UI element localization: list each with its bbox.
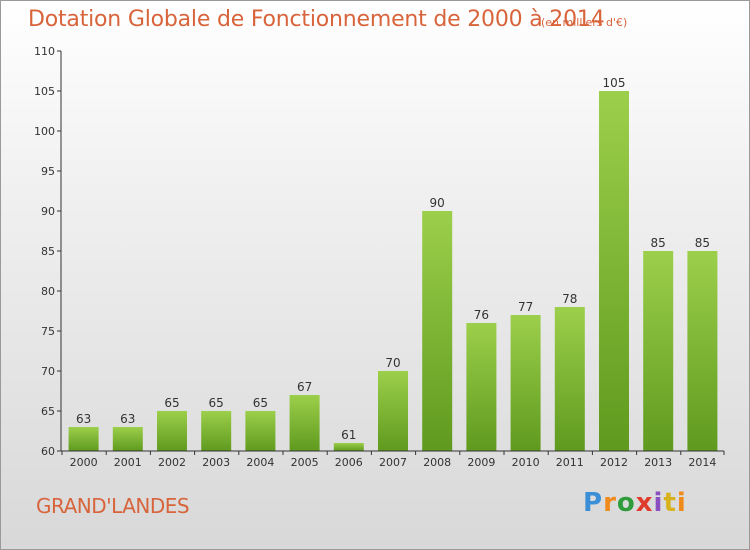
bar-2011 bbox=[554, 307, 585, 451]
x-tick-label-2006: 2006 bbox=[335, 456, 363, 469]
data-label-2009: 76 bbox=[474, 308, 489, 322]
y-tick-label-110: 110 bbox=[34, 45, 55, 58]
x-tick-label-2005: 2005 bbox=[291, 456, 319, 469]
x-tick-label-2011: 2011 bbox=[556, 456, 584, 469]
bar-2014 bbox=[687, 251, 718, 451]
bar-2006 bbox=[333, 443, 364, 451]
data-label-2005: 67 bbox=[297, 380, 312, 394]
y-tick-label-95: 95 bbox=[41, 165, 55, 178]
data-label-2002: 65 bbox=[164, 396, 179, 410]
data-label-2006: 61 bbox=[341, 428, 356, 442]
x-tick-label-2003: 2003 bbox=[202, 456, 230, 469]
axes-group: 2000 2001 2002 2003 2004 2005 2006 2007 2008 2009… bbox=[34, 45, 725, 469]
data-label-2013: 85 bbox=[651, 236, 666, 250]
x-tick-label-2000: 2000 bbox=[70, 456, 98, 469]
bar-2010 bbox=[510, 315, 541, 451]
bars-group: 63 63 65 65 65 67 61 70 90 76 77 78 105 85 85 bbox=[68, 76, 718, 451]
bar-2012 bbox=[599, 91, 629, 451]
data-label-2004: 65 bbox=[253, 396, 268, 410]
x-tick-label-2001: 2001 bbox=[114, 456, 142, 469]
bar-2008 bbox=[422, 211, 453, 451]
x-tick-label-2002: 2002 bbox=[158, 456, 186, 469]
data-label-2010: 77 bbox=[518, 300, 533, 314]
data-label-2000: 63 bbox=[76, 412, 91, 426]
y-tick-label-90: 90 bbox=[41, 205, 55, 218]
bar-2007 bbox=[378, 371, 408, 451]
place-name: GRAND'LANDES bbox=[36, 494, 190, 518]
data-label-2011: 78 bbox=[562, 292, 577, 306]
x-tick-label-2013: 2013 bbox=[644, 456, 672, 469]
bar-2003 bbox=[201, 411, 232, 451]
y-tick-label-60: 60 bbox=[41, 445, 55, 458]
bar-2001 bbox=[112, 427, 143, 451]
bar-2013 bbox=[643, 251, 674, 451]
y-tick-label-65: 65 bbox=[41, 405, 55, 418]
y-tick-label-75: 75 bbox=[41, 325, 55, 338]
x-tick-label-2010: 2010 bbox=[512, 456, 540, 469]
data-label-2008: 90 bbox=[430, 196, 445, 210]
chart-title: Dotation Globale de Fonctionnement de 20… bbox=[28, 7, 605, 32]
data-label-2014: 85 bbox=[695, 236, 710, 250]
y-tick-label-105: 105 bbox=[34, 85, 55, 98]
x-tick-label-2008: 2008 bbox=[423, 456, 451, 469]
chart-unit-note: (en milliers d'€) bbox=[541, 16, 628, 29]
bar-2004 bbox=[245, 411, 276, 451]
bar-2005 bbox=[289, 395, 320, 451]
x-tick-label-2014: 2014 bbox=[688, 456, 716, 469]
data-label-2007: 70 bbox=[385, 356, 400, 370]
x-tick-label-2004: 2004 bbox=[246, 456, 274, 469]
y-tick-label-100: 100 bbox=[34, 125, 55, 138]
x-tick-label-2009: 2009 bbox=[467, 456, 495, 469]
data-label-2001: 63 bbox=[120, 412, 135, 426]
bar-2000 bbox=[68, 427, 99, 451]
data-label-2003: 65 bbox=[209, 396, 224, 410]
data-label-2012: 105 bbox=[603, 76, 626, 90]
proxiti-logo: Proxiti bbox=[583, 488, 687, 518]
bar-2002 bbox=[157, 411, 187, 451]
bar-2009 bbox=[466, 323, 497, 451]
y-tick-label-80: 80 bbox=[41, 285, 55, 298]
y-tick-label-70: 70 bbox=[41, 365, 55, 378]
x-tick-label-2007: 2007 bbox=[379, 456, 407, 469]
y-tick-label-85: 85 bbox=[41, 245, 55, 258]
x-tick-label-2012: 2012 bbox=[600, 456, 628, 469]
